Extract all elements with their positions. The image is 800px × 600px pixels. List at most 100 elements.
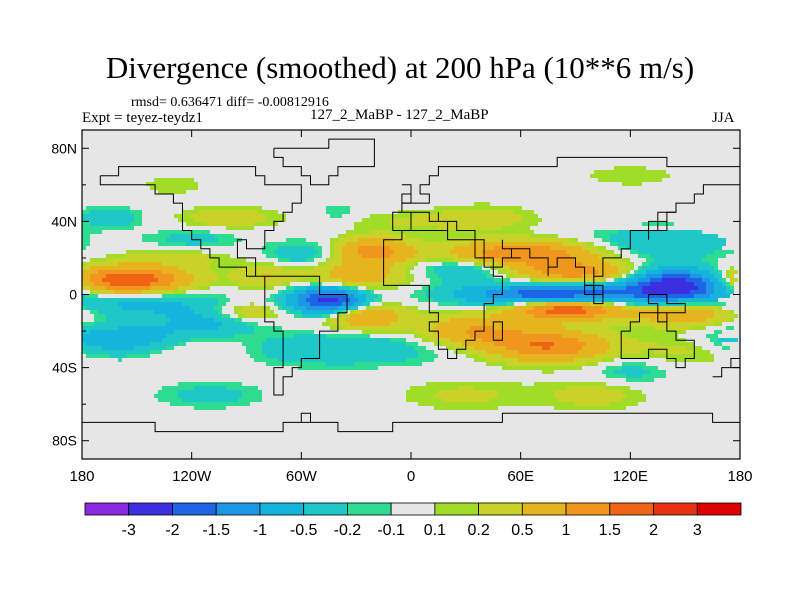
field-cell bbox=[314, 246, 322, 250]
field-cell bbox=[342, 310, 346, 314]
field-cell bbox=[130, 210, 142, 214]
field-cell bbox=[730, 274, 734, 278]
field-cell bbox=[202, 314, 222, 318]
field-cell bbox=[394, 250, 418, 254]
field-cell bbox=[278, 306, 282, 310]
field-cell bbox=[582, 262, 610, 266]
field-cell bbox=[330, 214, 342, 218]
field-cell bbox=[478, 234, 530, 238]
field-cell bbox=[610, 238, 726, 242]
field-cell bbox=[346, 290, 358, 294]
field-cell bbox=[406, 342, 418, 346]
field-cell bbox=[334, 266, 390, 270]
field-cell bbox=[486, 294, 522, 298]
field-cell bbox=[294, 334, 326, 338]
field-cell bbox=[474, 266, 482, 270]
field-cell bbox=[442, 278, 494, 282]
field-cell bbox=[254, 222, 278, 226]
field-cell bbox=[518, 358, 574, 362]
field-cell bbox=[698, 266, 714, 270]
field-cell bbox=[718, 278, 722, 282]
field-cell bbox=[298, 298, 306, 302]
field-cell bbox=[82, 266, 90, 270]
field-cell bbox=[474, 346, 506, 350]
field-cell bbox=[262, 250, 274, 254]
field-cell bbox=[182, 302, 218, 306]
field-cell bbox=[122, 306, 190, 310]
field-cell bbox=[414, 262, 418, 266]
field-cell bbox=[610, 234, 718, 238]
field-cell bbox=[186, 270, 214, 274]
field-cell bbox=[482, 338, 578, 342]
field-cell bbox=[470, 326, 494, 330]
field-cell bbox=[442, 210, 514, 214]
field-cell bbox=[406, 266, 414, 270]
field-cell bbox=[638, 282, 650, 286]
field-cell bbox=[466, 298, 646, 302]
field-cell bbox=[390, 222, 514, 226]
field-cell bbox=[710, 338, 718, 342]
field-cell bbox=[98, 270, 162, 274]
field-cell bbox=[654, 350, 694, 354]
field-cell bbox=[330, 322, 350, 326]
field-cell bbox=[366, 294, 378, 298]
season-label: JJA bbox=[712, 110, 735, 126]
field-cell bbox=[542, 270, 598, 274]
field-cell bbox=[498, 262, 526, 266]
field-cell bbox=[414, 214, 522, 218]
field-cell bbox=[346, 234, 406, 238]
field-cell bbox=[526, 302, 530, 306]
field-cell bbox=[454, 350, 466, 354]
field-cell bbox=[162, 262, 210, 266]
field-cell bbox=[186, 242, 202, 246]
field-cell bbox=[90, 266, 178, 270]
field-cell bbox=[298, 294, 310, 298]
field-cell bbox=[582, 346, 610, 350]
field-cell bbox=[82, 234, 90, 238]
field-cell bbox=[418, 298, 434, 302]
field-cell bbox=[342, 258, 406, 262]
field-cell bbox=[210, 266, 238, 270]
field-cell bbox=[602, 306, 622, 310]
field-cell bbox=[194, 278, 218, 282]
field-cell bbox=[118, 262, 162, 266]
field-cell bbox=[102, 278, 158, 282]
field-cell bbox=[238, 282, 282, 286]
field-cell bbox=[274, 294, 286, 298]
field-cell bbox=[82, 298, 218, 302]
field-cell bbox=[714, 266, 718, 270]
field-cell bbox=[310, 282, 322, 286]
field-cell bbox=[302, 314, 322, 318]
field-cell bbox=[618, 242, 726, 246]
field-cell bbox=[438, 334, 470, 338]
field-cell bbox=[266, 338, 390, 342]
field-cell bbox=[330, 238, 338, 242]
field-cell bbox=[242, 394, 262, 398]
field-cell bbox=[470, 242, 562, 246]
field-cell bbox=[530, 234, 558, 238]
field-cell bbox=[646, 274, 662, 278]
field-cell bbox=[722, 278, 726, 282]
field-cell bbox=[218, 302, 226, 306]
field-cell bbox=[618, 274, 622, 278]
field-cell bbox=[178, 394, 242, 398]
field-cell bbox=[406, 358, 434, 362]
field-cell bbox=[282, 282, 290, 286]
field-cell bbox=[442, 398, 490, 402]
field-cell bbox=[206, 222, 254, 226]
field-cell bbox=[86, 342, 150, 346]
field-cell bbox=[582, 246, 598, 250]
field-cell bbox=[518, 270, 542, 274]
field-cell bbox=[390, 322, 438, 326]
field-cell bbox=[598, 178, 662, 182]
field-cell bbox=[82, 350, 86, 354]
map-area bbox=[82, 130, 740, 459]
field-cell bbox=[394, 262, 414, 266]
field-cell bbox=[642, 366, 658, 370]
field-cell bbox=[714, 286, 726, 290]
field-cell bbox=[194, 218, 266, 222]
field-cell bbox=[642, 290, 690, 294]
colorbar-label: -1 bbox=[253, 522, 267, 539]
field-cell bbox=[482, 250, 566, 254]
field-cell bbox=[718, 270, 722, 274]
